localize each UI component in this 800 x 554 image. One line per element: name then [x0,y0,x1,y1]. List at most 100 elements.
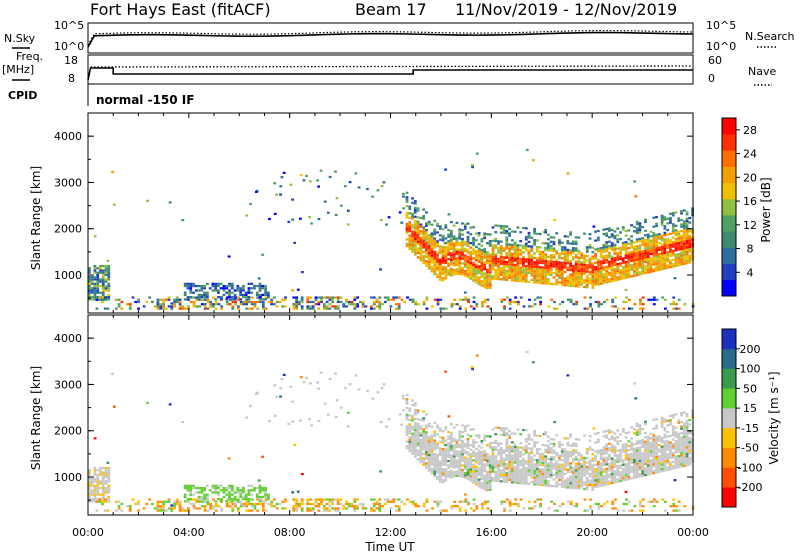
velocity-cell [519,453,523,456]
velocity-cell [572,460,575,463]
power-cell [452,262,456,265]
velocity-cell [655,469,658,472]
power-cell [458,235,462,238]
velocity-cell [646,453,650,456]
power-cell [633,230,636,233]
power-cell [541,242,545,245]
velocity-cell [572,466,575,470]
velocity-cell [644,453,647,457]
power-cell [644,267,647,270]
power-cell [306,305,310,308]
velocity-cell [491,428,495,431]
velocity-cell [107,486,111,490]
power-cell [458,307,462,310]
power-cell [444,168,448,171]
velocity-cell [447,459,450,463]
velocity-cell [256,498,260,501]
power-cell [646,255,650,258]
power-cell [114,307,118,310]
velocity-cell [247,491,251,494]
velocity-cell [558,454,561,457]
velocity-cell [558,478,561,482]
velocity-cell [375,502,379,506]
velocity-cell [621,468,625,471]
power-cell [646,244,650,247]
power-cell [638,231,642,234]
power-cell [624,272,628,275]
velocity-cell [416,438,420,441]
power-cell [348,181,352,184]
power-cell [624,229,628,233]
power-cell [300,296,304,299]
power-cell [657,248,661,251]
power-cell [99,278,102,281]
velocity-cell [447,442,450,445]
velocity-cell [436,433,439,436]
power-cell [610,271,614,274]
power-cell [403,300,407,304]
power-cell [605,243,609,246]
velocity-cell [463,427,467,430]
power-cell [588,237,592,240]
power-cell [378,300,382,304]
velocity-cell [527,471,531,474]
velocity-cell [508,465,511,468]
power-cell [655,258,658,261]
velocity-cell [544,473,548,476]
power-cell [466,235,470,239]
power-cell [325,296,329,299]
velocity-cell [192,505,196,508]
velocity-cell [339,502,343,506]
power-cell [93,287,97,290]
power-cell [655,224,658,228]
velocity-cell [255,493,259,496]
velocity-cell [416,433,420,437]
velocity-cell [596,463,600,466]
velocity-cell [447,453,450,456]
power-cell [682,227,686,230]
power-cell [461,298,465,301]
power-cell [610,235,614,238]
power-cell [247,298,251,301]
power-cell [621,241,625,244]
velocity-cell [474,481,478,484]
power-cell [572,249,575,252]
power-cell [497,257,500,261]
velocity-cell [555,467,559,470]
velocity-cell [505,498,509,501]
velocity-cell [558,470,561,473]
power-cell [666,217,670,221]
velocity-cell [397,498,401,501]
power-cell [469,257,473,260]
power-cell [402,207,406,210]
velocity-cell [508,434,511,437]
power-cell [663,227,667,230]
velocity-cell [547,480,550,483]
power-cell [502,274,506,277]
power-cell [222,287,226,290]
velocity-cell [427,449,431,452]
power-cell [483,234,487,237]
velocity-cell [99,493,102,496]
velocity-cell [535,467,539,471]
power-cell [516,273,520,276]
velocity-cell [458,432,462,435]
power-cell [413,224,417,227]
power-cell [616,278,620,281]
velocity-cell [553,509,556,512]
power-cell [236,289,240,292]
power-cell [672,296,676,299]
velocity-cell [596,451,600,455]
velocity-cell [331,507,335,510]
velocity-cell [200,489,204,492]
velocity-cell [638,464,642,467]
velocity-cell [541,455,545,458]
power-cell [619,273,622,276]
power-cell [449,220,453,224]
velocity-cell [563,437,567,440]
velocity-cell [107,484,111,487]
power-cell [317,307,321,310]
power-cell [577,272,581,275]
power-cell [575,300,579,304]
power-cell [488,262,492,265]
